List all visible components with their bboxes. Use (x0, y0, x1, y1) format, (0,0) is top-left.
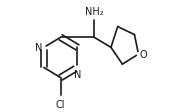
Text: Cl: Cl (56, 99, 65, 109)
Text: N: N (35, 43, 43, 53)
Text: NH₂: NH₂ (85, 7, 104, 17)
Text: O: O (140, 50, 147, 60)
Text: N: N (74, 69, 81, 79)
